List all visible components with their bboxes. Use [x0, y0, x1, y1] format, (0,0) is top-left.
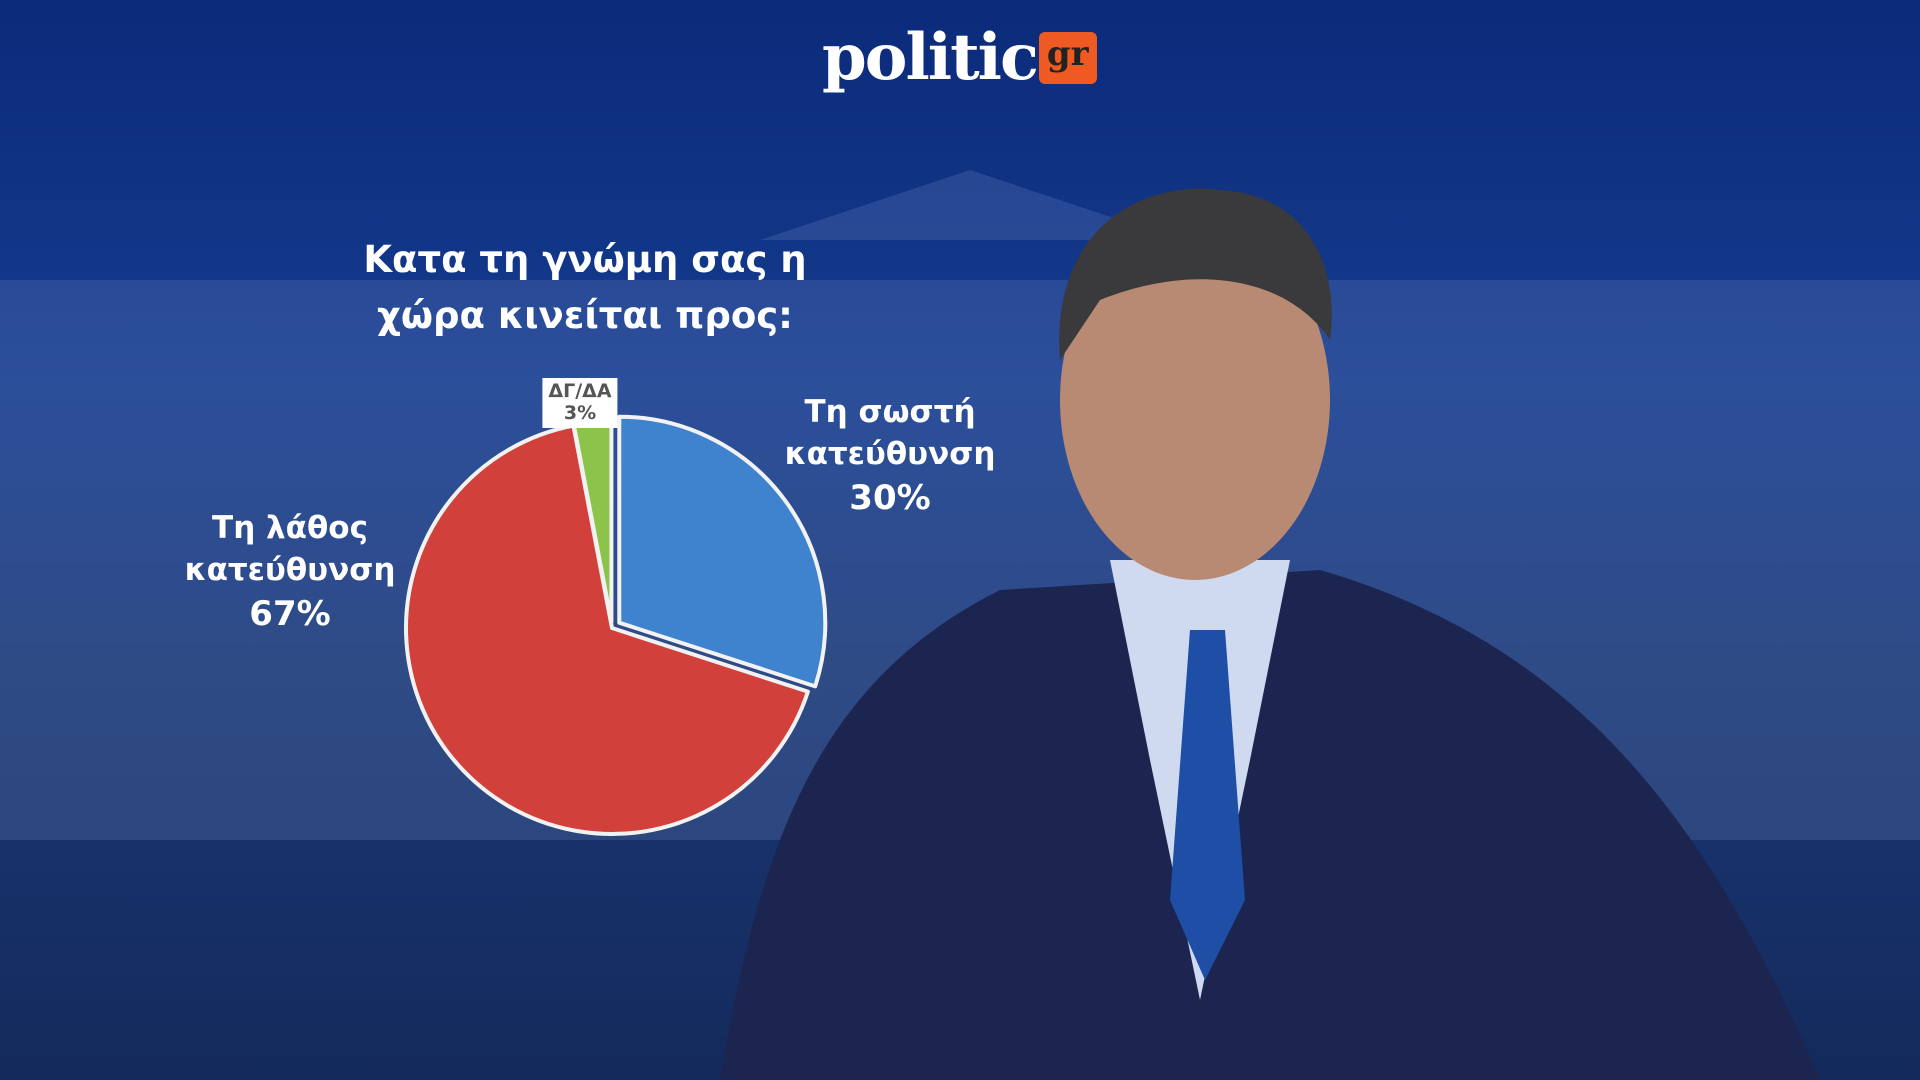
tie — [1170, 630, 1245, 980]
slice-label: Τη λάθος κατεύθυνση 67% — [170, 508, 410, 638]
value-label: 30% — [849, 477, 931, 518]
pediment — [760, 170, 1180, 240]
category-label: Τη λάθος κατεύθυνση — [184, 510, 396, 588]
slice-label-box: ΔΓ/ΔΑ 3% — [542, 378, 618, 428]
pie — [404, 414, 828, 836]
pie-slice — [404, 423, 810, 836]
slice-label: Τη σωστή κατεύθυνση 30% — [770, 392, 1010, 522]
suit — [720, 570, 1820, 1080]
logo-suffix: gr — [1038, 31, 1097, 84]
pie-slice — [617, 414, 828, 689]
value-label: 67% — [249, 593, 331, 634]
category-label: Τη σωστή κατεύθυνση — [784, 394, 996, 472]
chart-title: Κατα τη γνώμη σας η χώρα κινείται προς: — [363, 238, 807, 337]
person-silhouette — [720, 188, 1820, 1080]
hair — [1059, 188, 1332, 360]
head — [1060, 220, 1330, 580]
logo: politic gr — [822, 20, 1097, 95]
category-label: ΔΓ/ΔΑ — [548, 380, 612, 402]
logo-name: politic — [822, 20, 1039, 95]
value-label: 3% — [563, 401, 597, 424]
